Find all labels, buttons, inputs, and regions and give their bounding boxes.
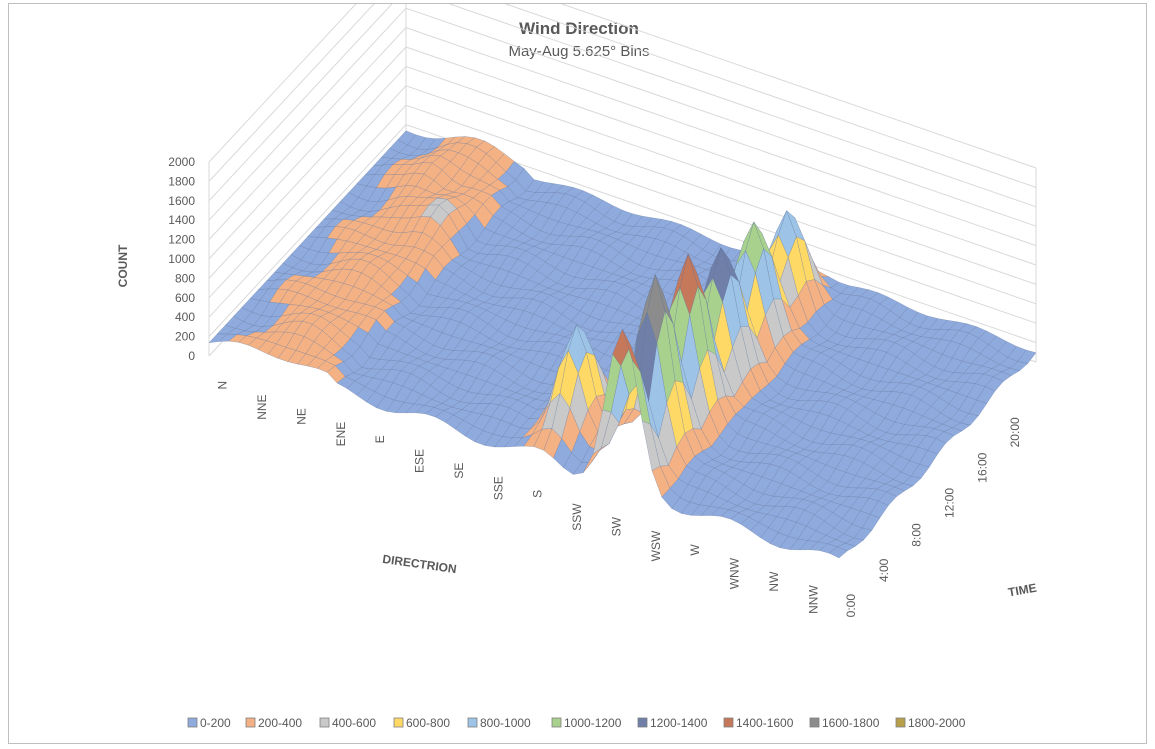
- direction-tick-label: S: [531, 490, 545, 498]
- direction-tick-label: ENE: [334, 422, 348, 447]
- count-tick-label: 0: [188, 349, 195, 363]
- chart-title: Wind Direction: [519, 19, 639, 38]
- count-tick-label: 1600: [168, 194, 195, 208]
- count-tick-label: 2000: [168, 155, 195, 169]
- legend-label: 1800-2000: [908, 716, 966, 730]
- time-tick-label: 4:00: [877, 558, 891, 582]
- direction-tick-label: NNW: [806, 585, 820, 614]
- direction-tick-label: E: [373, 435, 387, 443]
- direction-axis-title: DIRECTRION: [382, 552, 458, 576]
- direction-tick-label: SSW: [570, 503, 584, 531]
- surface-plot: [208, 130, 1037, 559]
- count-tick-label: 800: [175, 271, 195, 285]
- direction-tick-label: SE: [452, 463, 466, 479]
- direction-tick-label: SW: [609, 516, 623, 536]
- legend-swatch: [551, 717, 562, 728]
- legend: 0-200 200-400 400-600 600-800 800-1000 1000-1…: [187, 716, 966, 730]
- legend-label: 1000-1200: [564, 716, 622, 730]
- chart-frame: Wind Direction May-Aug 5.625° Bins 0 200 4…: [8, 3, 1147, 744]
- count-tick-label: 1400: [168, 213, 195, 227]
- legend-swatch: [895, 717, 906, 728]
- legend-swatch: [245, 717, 256, 728]
- direction-tick-label: NW: [767, 571, 781, 592]
- count-tick-label: 600: [175, 291, 195, 305]
- time-tick-label: 20:00: [1008, 417, 1022, 447]
- time-axis-ticks: 0:00 4:00 8:00 12:00 16:00 20:00: [844, 417, 1022, 617]
- count-tick-label: 1200: [168, 233, 195, 247]
- time-axis-title: TIME: [1007, 581, 1038, 600]
- legend-swatch: [393, 717, 404, 728]
- direction-tick-label: WNW: [728, 557, 742, 589]
- direction-tick-label: WSW: [649, 530, 663, 561]
- count-gridline: [208, 4, 1037, 208]
- legend-label: 800-1000: [480, 716, 531, 730]
- time-tick-label: 12:00: [943, 488, 957, 518]
- count-gridline: [208, 7, 1037, 227]
- legend-label: 0-200: [200, 716, 231, 730]
- legend-label: 1200-1400: [650, 716, 708, 730]
- count-tick-label: 1000: [168, 252, 195, 266]
- direction-tick-label: NNE: [255, 394, 269, 419]
- count-tick-label: 400: [175, 310, 195, 324]
- count-axis-title: COUNT: [116, 244, 130, 287]
- legend-swatch: [809, 717, 820, 728]
- legend-label: 400-600: [332, 716, 376, 730]
- legend-swatch: [723, 717, 734, 728]
- legend-swatch: [187, 717, 198, 728]
- time-tick-label: 8:00: [910, 523, 924, 547]
- direction-tick-label: W: [688, 544, 702, 556]
- legend-swatch: [319, 717, 330, 728]
- count-axis-ticks: 0 200 400 600 800 1000 1200 1400 1600 1800 2000: [168, 155, 195, 363]
- legend-label: 1600-1800: [822, 716, 880, 730]
- direction-tick-label: ESE: [413, 449, 427, 473]
- direction-tick-label: NE: [294, 408, 308, 425]
- count-gridline: [208, 4, 1037, 169]
- grid-walls: [208, 4, 1037, 363]
- legend-label: 200-400: [258, 716, 302, 730]
- legend-swatch: [467, 717, 478, 728]
- wind-direction-surface-chart: Wind Direction May-Aug 5.625° Bins 02004…: [116, 4, 1038, 730]
- direction-tick-label: SSE: [491, 476, 505, 500]
- time-tick-label: 0:00: [844, 594, 858, 618]
- time-tick-label: 16:00: [975, 452, 989, 482]
- count-tick-label: 200: [175, 330, 195, 344]
- surface-cell: [828, 546, 848, 559]
- direction-axis-ticks: N NNE NE ENE E ESE SE SSE S SSW SW WSW W WNW NW NNW: [216, 381, 821, 614]
- legend-swatch: [637, 717, 648, 728]
- legend-label: 600-800: [406, 716, 450, 730]
- legend-label: 1400-1600: [736, 716, 794, 730]
- count-tick-label: 1800: [168, 174, 195, 188]
- direction-tick-label: N: [216, 381, 230, 390]
- count-gridline: [208, 4, 1037, 188]
